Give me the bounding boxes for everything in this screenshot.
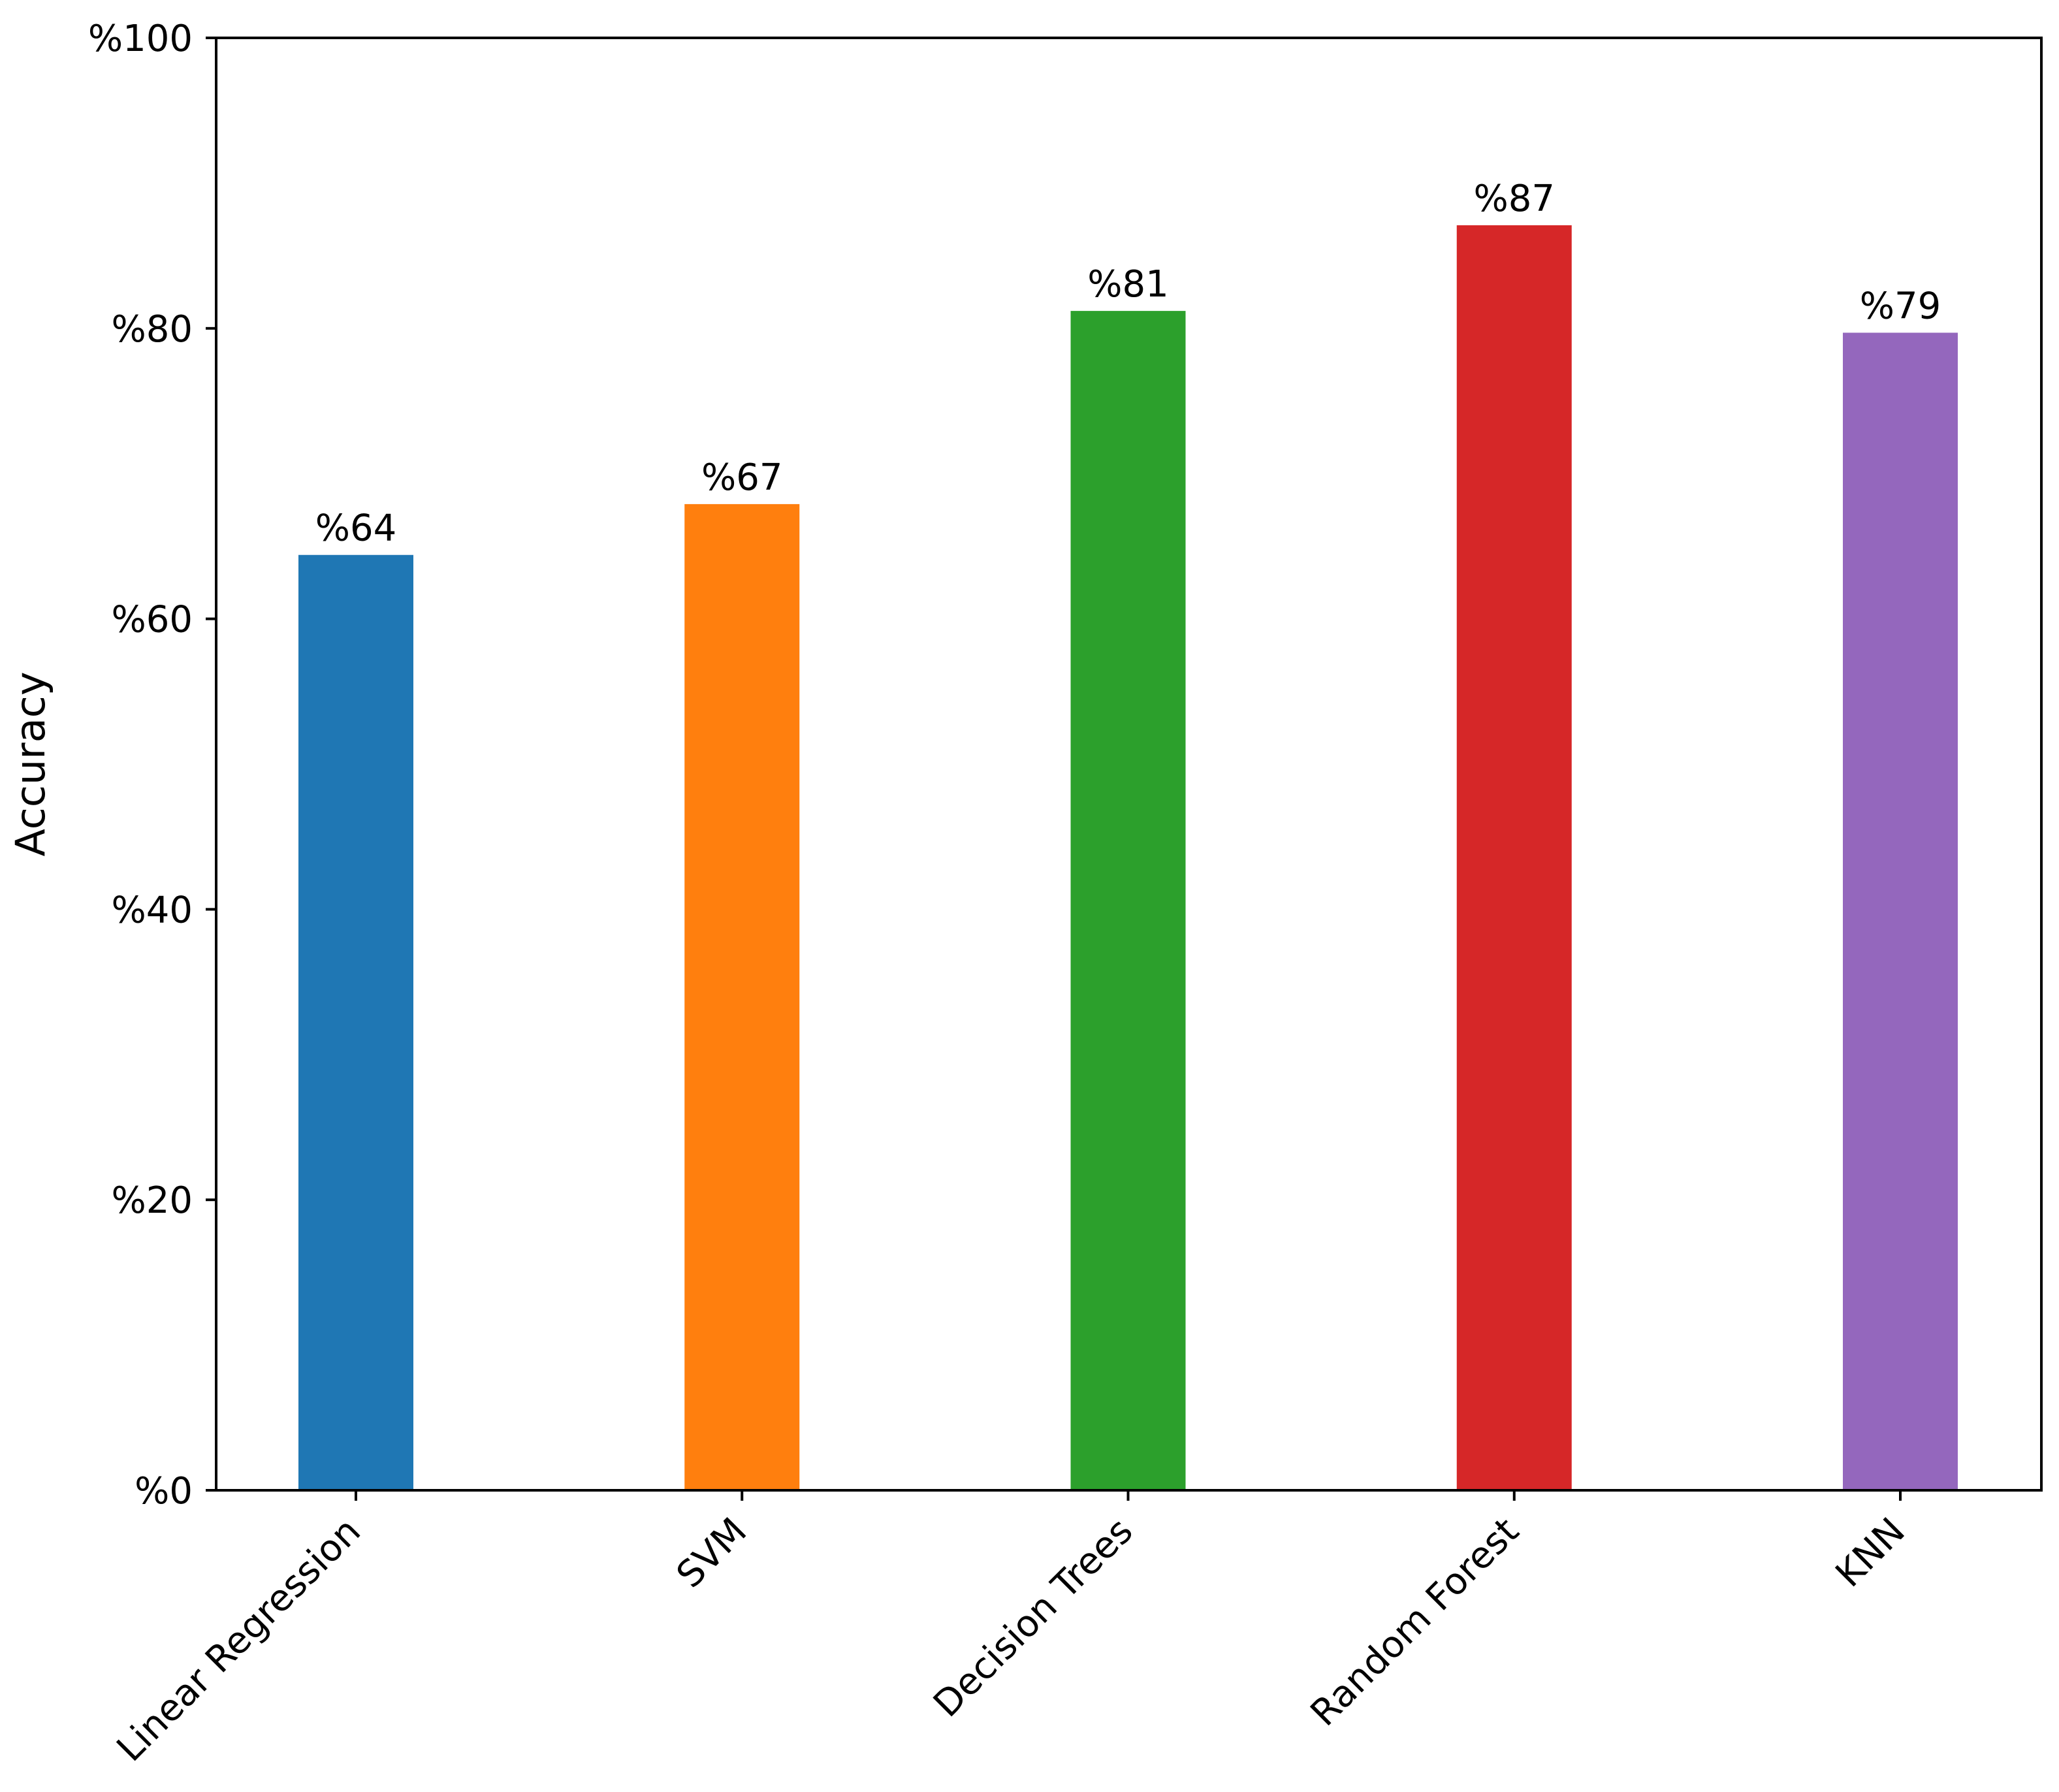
y-tick-label: %100 [88, 18, 193, 60]
y-tick-label: %40 [112, 889, 193, 931]
value-label-decision-trees: %81 [1087, 263, 1168, 306]
bars-layer [298, 225, 1958, 1491]
bar-linear-regression [298, 554, 413, 1490]
value-labels-layer: %64 %67 %81 %87 %79 [315, 178, 1941, 550]
value-label-svm: %67 [701, 456, 782, 499]
bar-random-forest [1456, 225, 1572, 1490]
y-tick-label: %60 [112, 599, 193, 641]
x-tick-label-svm: SVM [669, 1510, 755, 1596]
x-tick-label-decision-trees: Decision Trees [925, 1510, 1141, 1725]
y-axis-title: Accuracy [7, 671, 54, 856]
x-axis: Linear Regression SVM Decision Trees Random… [109, 1490, 1913, 1770]
bar-knn [1843, 332, 1958, 1491]
y-tick-label: %80 [112, 308, 193, 351]
bar-svm [684, 504, 800, 1490]
value-label-random-forest: %87 [1474, 178, 1555, 220]
value-label-knn: %79 [1860, 285, 1941, 327]
bar-decision-trees [1070, 311, 1186, 1490]
x-tick-label-knn: KNN [1828, 1510, 1913, 1595]
y-axis: %0 %20 %40 %60 %80 %100 [88, 18, 216, 1512]
value-label-linear-regression: %64 [315, 507, 396, 550]
y-tick-label: %0 [135, 1470, 193, 1512]
x-tick-label-random-forest: Random Forest [1303, 1510, 1527, 1735]
x-tick-label-linear-regression: Linear Regression [109, 1510, 369, 1770]
y-tick-label: %20 [112, 1179, 193, 1222]
